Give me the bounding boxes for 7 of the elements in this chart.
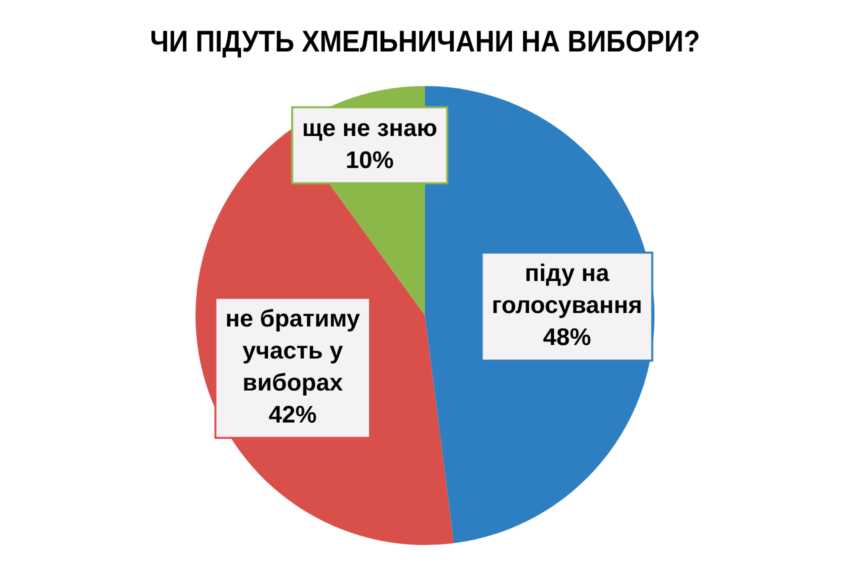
- data-label: 42%: [268, 402, 317, 429]
- slice-label: не братиму участь у виборах: [225, 306, 361, 397]
- data-label: 10%: [346, 146, 394, 174]
- slice-label: піду на голосування: [492, 260, 642, 320]
- chart-title: ЧИ ПІДУТЬ ХМЕЛЬНИЧАНИ НА ВИБОРИ?: [150, 24, 700, 59]
- data-label: 48%: [542, 324, 592, 352]
- slice-label: ще не знаю: [302, 114, 438, 142]
